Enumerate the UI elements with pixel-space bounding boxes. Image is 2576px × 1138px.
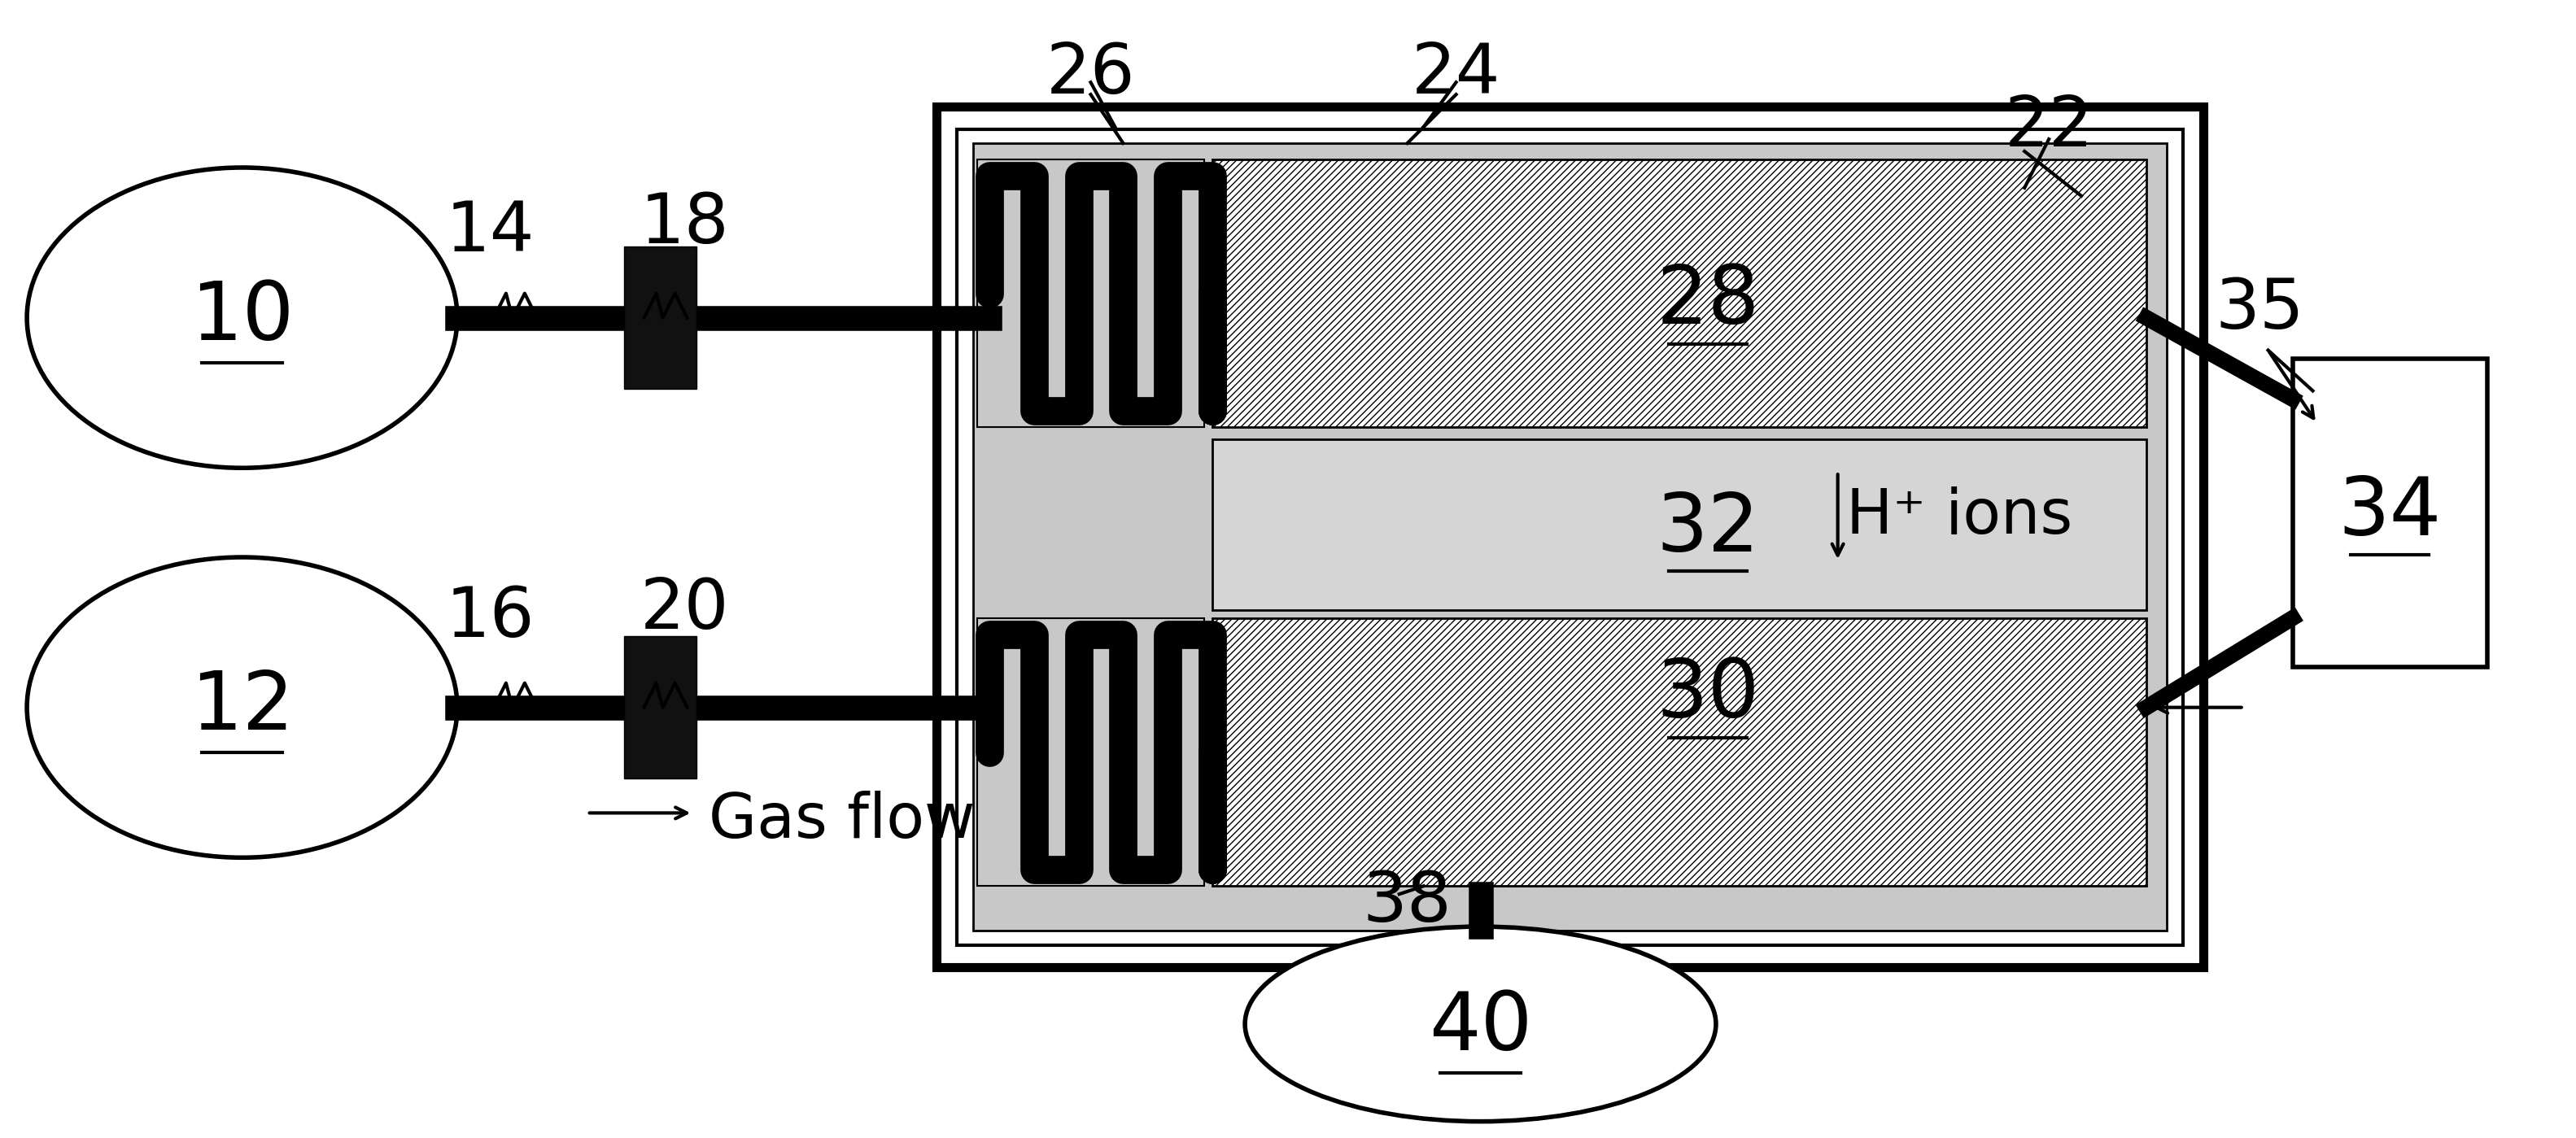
Ellipse shape <box>26 558 459 858</box>
Text: 22: 22 <box>2004 93 2094 160</box>
Bar <box>1213 439 2146 610</box>
Text: 32: 32 <box>1656 489 1759 568</box>
Text: 20: 20 <box>639 576 729 644</box>
Text: 40: 40 <box>1430 989 1533 1067</box>
Bar <box>956 130 2182 946</box>
Text: H⁺ ions: H⁺ ions <box>1847 487 2071 546</box>
Text: 10: 10 <box>191 279 294 357</box>
Ellipse shape <box>26 167 459 468</box>
Bar <box>623 636 698 778</box>
Text: 38: 38 <box>1363 868 1453 937</box>
Bar <box>1213 159 2146 428</box>
Text: 14: 14 <box>446 199 533 266</box>
Text: 26: 26 <box>1046 41 1136 108</box>
Bar <box>974 143 2166 931</box>
Text: Gas flow: Gas flow <box>708 791 976 851</box>
Bar <box>623 247 698 389</box>
Text: 30: 30 <box>1656 655 1759 735</box>
Bar <box>1213 618 2146 887</box>
Bar <box>976 159 1206 428</box>
Bar <box>976 618 1206 887</box>
Text: 12: 12 <box>191 668 294 747</box>
Text: 34: 34 <box>2339 473 2442 552</box>
Ellipse shape <box>1244 926 1716 1121</box>
Text: 16: 16 <box>446 584 533 652</box>
Bar <box>938 107 2202 967</box>
Text: 24: 24 <box>1412 41 1502 108</box>
Text: 35: 35 <box>2215 275 2306 344</box>
Bar <box>2293 358 2488 667</box>
Text: 18: 18 <box>639 191 729 258</box>
Text: 28: 28 <box>1656 262 1759 341</box>
